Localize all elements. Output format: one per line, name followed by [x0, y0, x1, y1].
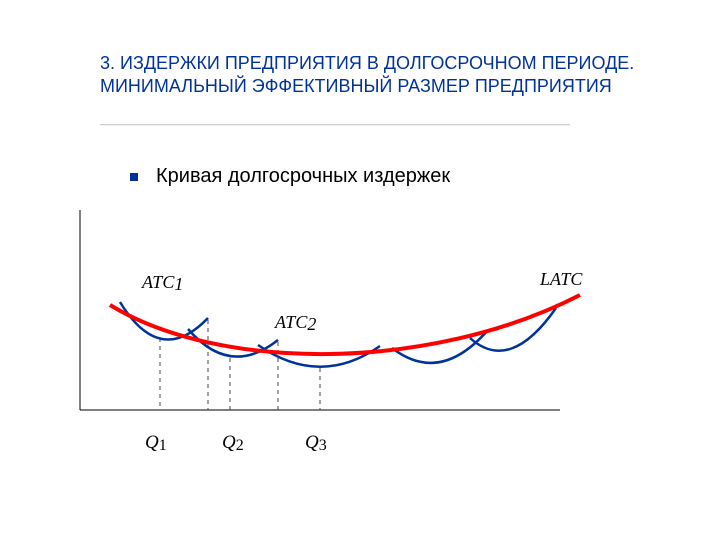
chart-svg: АТС1 АТС2 LATC Q1 Q2 Q3 — [80, 210, 650, 490]
slide-title: 3. ИЗДЕРЖКИ ПРЕДПРИЯТИЯ В ДОЛГОСРОЧНОМ П… — [100, 52, 660, 97]
x-label-q3: Q3 — [305, 432, 327, 454]
atc-curve-5 — [470, 308, 556, 351]
x-label-q1: Q1 — [145, 432, 167, 454]
cost-curves-chart: АТС1 АТС2 LATC Q1 Q2 Q3 — [80, 210, 650, 490]
bullet-row: Кривая долгосрочных издержек — [130, 165, 450, 188]
bullet-icon — [130, 173, 138, 181]
label-atc1: АТС1 — [141, 272, 183, 294]
x-axis-labels: Q1 Q2 Q3 — [145, 432, 327, 454]
title-block: 3. ИЗДЕРЖКИ ПРЕДПРИЯТИЯ В ДОЛГОСРОЧНОМ П… — [100, 52, 660, 97]
slide: 3. ИЗДЕРЖКИ ПРЕДПРИЯТИЯ В ДОЛГОСРОЧНОМ П… — [0, 0, 720, 540]
latc-curve — [110, 295, 580, 354]
title-line-2: МИНИМАЛЬНЫЙ ЭФФЕКТИВНЫЙ РАЗМЕР ПРЕДПРИЯТ… — [100, 76, 612, 96]
bullet-text: Кривая долгосрочных издержек — [156, 165, 450, 188]
dashed-lines — [160, 320, 320, 410]
atc-curves — [120, 302, 556, 367]
title-underline — [100, 122, 570, 125]
x-label-q2: Q2 — [222, 432, 244, 454]
label-latc: LATC — [539, 269, 583, 289]
title-line-1: 3. ИЗДЕРЖКИ ПРЕДПРИЯТИЯ В ДОЛГОСРОЧНОМ П… — [100, 53, 634, 73]
label-atc2: АТС2 — [274, 312, 316, 334]
atc-curve-1 — [120, 302, 208, 340]
